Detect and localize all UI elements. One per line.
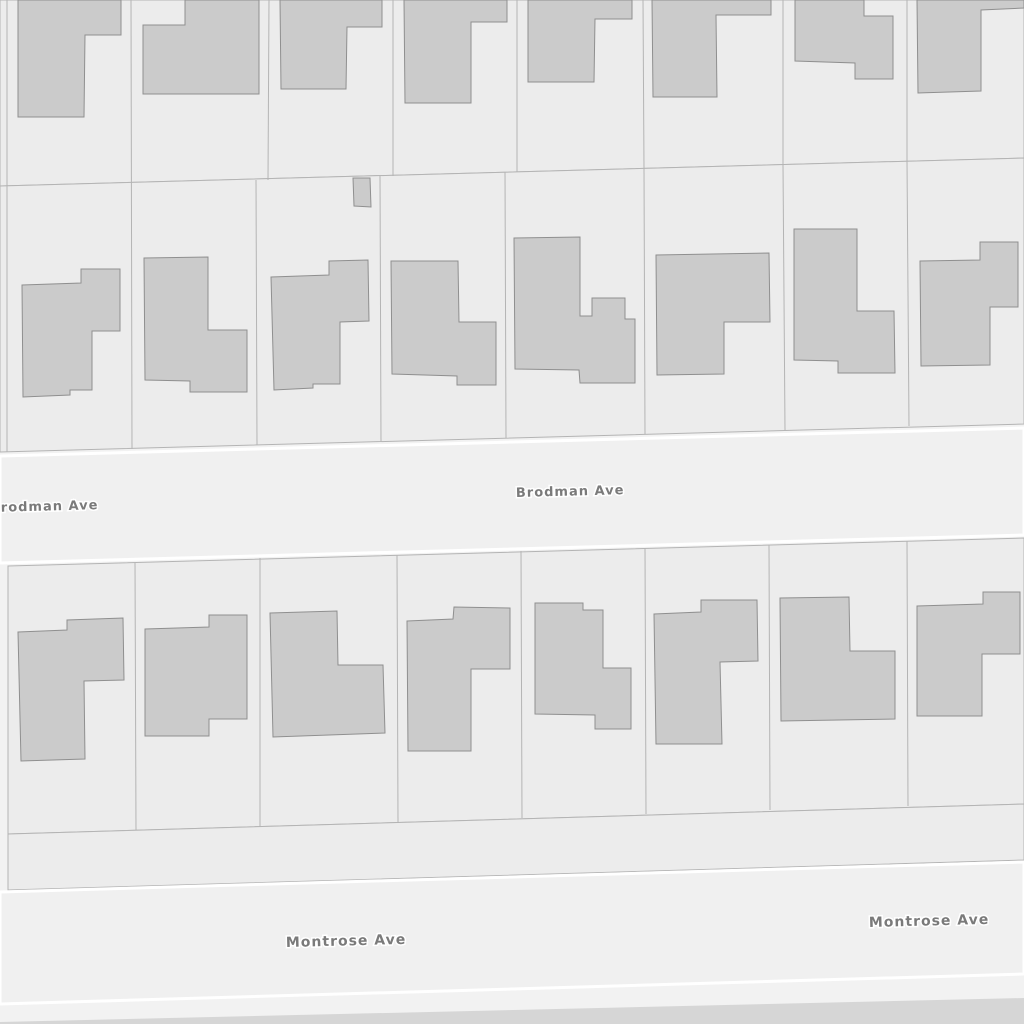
lot-lines — [6, 0, 910, 831]
strip — [7, 803, 1024, 891]
street-label: Montrose Ave — [286, 932, 407, 951]
road — [0, 426, 1024, 565]
street-label: Montrose Ave — [869, 912, 990, 931]
street-label: Brodman Ave — [516, 483, 625, 501]
buildings — [17, 0, 1024, 762]
area — [0, 998, 1024, 1024]
road — [0, 860, 1024, 1006]
street-label: Brodman Ave — [0, 498, 99, 516]
